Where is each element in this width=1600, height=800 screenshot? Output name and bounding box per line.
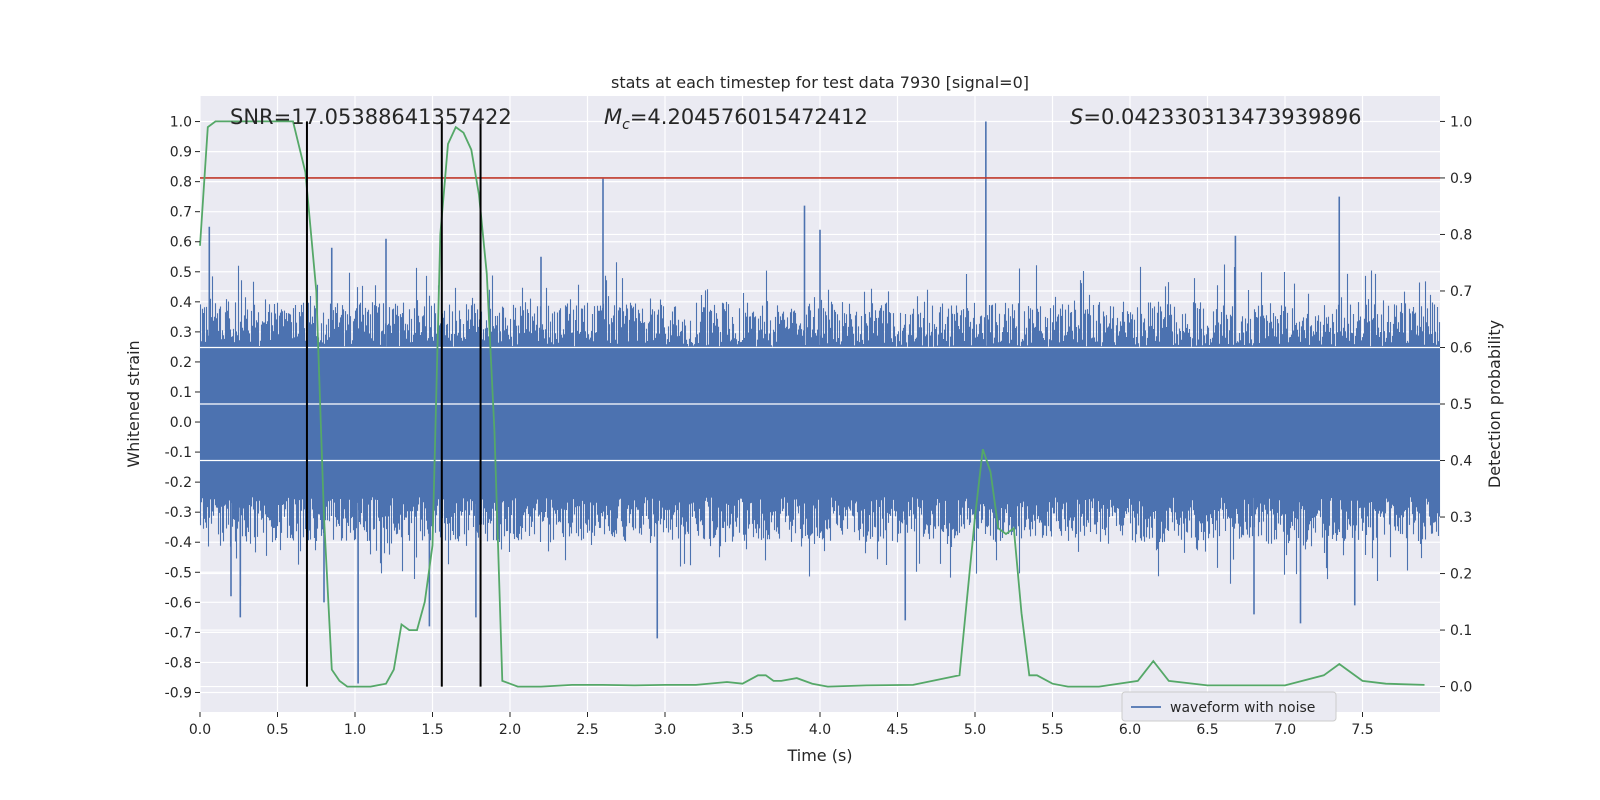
y-left-tick-label: 0.2 [170, 355, 192, 371]
x-tick-label: 6.0 [1119, 722, 1141, 738]
x-tick-label: 1.0 [344, 722, 366, 738]
y-right-tick-label: 0.9 [1450, 171, 1472, 187]
y-left-tick-label: -0.7 [165, 625, 192, 641]
y-right-tick-label: 0.0 [1450, 680, 1472, 696]
axis-ticks: 0.0 0.5 1.0 1.5 2.0 2.5 3.0 3.5 4.0 4.5 5.0 5.5 6.0 6… [165, 114, 1473, 738]
x-tick-label: 2.0 [499, 722, 521, 738]
y-left-tick-label: 0.0 [170, 415, 192, 431]
x-tick-label: 7.0 [1274, 722, 1296, 738]
probability-series [199, 120, 1440, 688]
y-axis-right-label: Detection probability [1485, 320, 1504, 488]
x-tick-label: 5.5 [1041, 722, 1063, 738]
s-annotation: S=0.042330313473939896 [1070, 105, 1361, 129]
y-left-tick-label: 0.4 [170, 295, 192, 311]
y-left-tick-label: -0.9 [165, 685, 192, 701]
y-left-tick-label: 1.0 [170, 115, 192, 131]
y-right-tick-label: 0.1 [1450, 623, 1472, 639]
y-left-tick-label: 0.5 [170, 265, 192, 281]
waveform-series [199, 121, 1441, 684]
y-left-tick-label: -0.4 [165, 535, 192, 551]
y-left-tick-label: -0.5 [165, 565, 192, 581]
y-right-tick-label: 0.2 [1450, 567, 1472, 583]
s-value: =0.042330313473939896 [1083, 105, 1361, 129]
y-right-tick-label: 0.8 [1450, 227, 1472, 243]
y-left-tick-label: 0.3 [170, 325, 192, 341]
y-left-tick-label: -0.3 [165, 505, 192, 521]
chart-title: stats at each timestep for test data 793… [611, 73, 1029, 92]
y-left-tick-label: -0.6 [165, 595, 192, 611]
chirp-mass-value: =4.204576015472412 [630, 105, 868, 129]
y-right-tick-label: 0.3 [1450, 510, 1472, 526]
y-right-tick-label: 1.0 [1450, 114, 1472, 130]
x-tick-label: 2.5 [576, 722, 598, 738]
chirp-mass-annotation: Mc=4.204576015472412 [604, 105, 868, 133]
y-left-tick-label: 0.6 [170, 235, 192, 251]
detection-probability-line [199, 120, 1425, 688]
y-right-tick-label: 0.7 [1450, 284, 1472, 300]
x-tick-label: 7.5 [1351, 722, 1373, 738]
x-tick-label: 3.0 [654, 722, 676, 738]
s-symbol: S [1070, 105, 1083, 129]
x-tick-label: 0.0 [189, 722, 211, 738]
x-tick-label: 4.5 [886, 722, 908, 738]
y-left-tick-label: -0.8 [165, 655, 192, 671]
chirp-mass-subscript: c [622, 117, 630, 133]
y-right-tick-label: 0.5 [1450, 397, 1472, 413]
chirp-mass-symbol: M [604, 105, 622, 129]
waveform-core-band [200, 346, 1440, 498]
legend-box [1121, 691, 1337, 722]
y-left-tick-label: 0.7 [170, 205, 192, 221]
legend-label-waveform: waveform with noise [1170, 700, 1315, 716]
y-axis-left-label: Whitened strain [124, 340, 143, 467]
x-tick-label: 1.5 [421, 722, 443, 738]
x-axis-label: Time (s) [786, 746, 852, 765]
y-left-tick-label: 0.8 [170, 175, 192, 191]
x-tick-label: 6.5 [1196, 722, 1218, 738]
y-left-tick-label: -0.1 [165, 445, 192, 461]
vertical-markers [305, 121, 482, 687]
snr-annotation: SNR=17.05388641357422 [230, 105, 512, 129]
y-left-tick-label: 0.1 [170, 385, 192, 401]
x-tick-label: 4.0 [809, 722, 831, 738]
y-right-tick-label: 0.6 [1450, 340, 1472, 356]
x-tick-label: 3.5 [731, 722, 753, 738]
x-tick-label: 5.0 [964, 722, 986, 738]
y-right-tick-label: 0.4 [1450, 454, 1472, 470]
y-left-tick-label: 0.9 [170, 145, 192, 161]
legend: waveform with noise [1121, 691, 1337, 722]
x-tick-label: 0.5 [266, 722, 288, 738]
y-left-tick-label: -0.2 [165, 475, 192, 491]
